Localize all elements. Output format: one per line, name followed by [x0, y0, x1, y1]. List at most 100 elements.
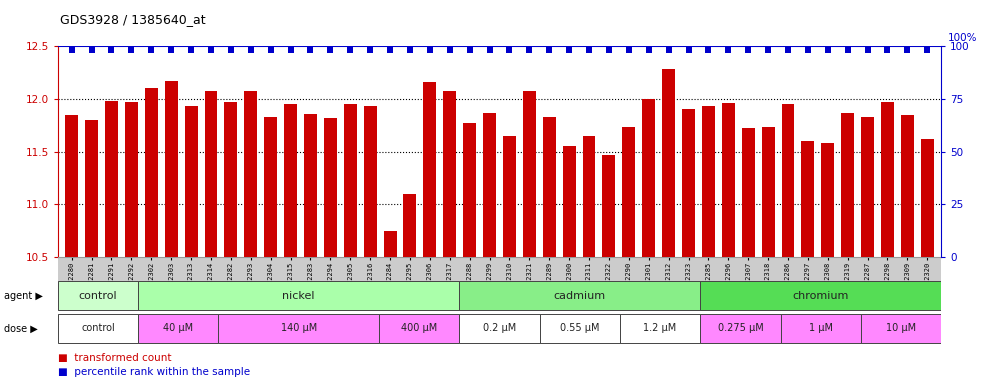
Point: [422, 47, 438, 53]
Bar: [742, 128, 755, 257]
Point: [243, 47, 259, 53]
Text: 400 μM: 400 μM: [401, 323, 437, 333]
Point: [760, 47, 776, 53]
Point: [223, 47, 239, 53]
Bar: [284, 104, 297, 257]
Point: [919, 47, 935, 53]
Point: [581, 47, 597, 53]
Bar: [324, 118, 337, 257]
Bar: [782, 104, 795, 257]
Point: [343, 47, 359, 53]
Bar: [540, 314, 620, 343]
Bar: [583, 136, 596, 257]
Point: [64, 47, 80, 53]
Text: cadmium: cadmium: [554, 291, 606, 301]
Point: [800, 47, 816, 53]
Text: 0.55 μM: 0.55 μM: [560, 323, 600, 333]
Point: [860, 47, 875, 53]
Point: [143, 47, 159, 53]
Point: [363, 47, 378, 53]
Bar: [138, 314, 218, 343]
Text: control: control: [81, 323, 115, 333]
Bar: [483, 113, 496, 257]
Point: [740, 47, 756, 53]
Point: [163, 47, 179, 53]
Bar: [503, 136, 516, 257]
Bar: [700, 314, 781, 343]
Point: [442, 47, 458, 53]
Point: [323, 47, 339, 53]
Point: [720, 47, 736, 53]
Text: 1.2 μM: 1.2 μM: [643, 323, 676, 333]
Bar: [85, 120, 98, 257]
Point: [621, 47, 636, 53]
Bar: [722, 103, 735, 257]
Point: [124, 47, 139, 53]
Point: [820, 47, 836, 53]
Bar: [862, 117, 874, 257]
Bar: [138, 281, 459, 310]
Bar: [682, 109, 695, 257]
Bar: [58, 314, 138, 343]
Bar: [423, 82, 436, 257]
Point: [501, 47, 517, 53]
Point: [680, 47, 696, 53]
Bar: [463, 123, 476, 257]
Bar: [364, 106, 376, 257]
Text: ■  transformed count: ■ transformed count: [58, 353, 171, 363]
Point: [263, 47, 279, 53]
Text: chromium: chromium: [793, 291, 849, 301]
Bar: [620, 314, 700, 343]
Bar: [622, 127, 635, 257]
Bar: [184, 106, 197, 257]
Text: 100%: 100%: [948, 33, 978, 43]
Bar: [642, 99, 655, 257]
Point: [561, 47, 577, 53]
Point: [541, 47, 557, 53]
Bar: [459, 314, 540, 343]
Bar: [383, 231, 396, 257]
Point: [780, 47, 796, 53]
Bar: [881, 102, 894, 257]
Text: dose ▶: dose ▶: [4, 323, 38, 333]
Point: [840, 47, 856, 53]
Bar: [264, 117, 277, 257]
Bar: [802, 141, 815, 257]
Bar: [762, 127, 775, 257]
Bar: [204, 91, 217, 257]
Point: [879, 47, 895, 53]
Bar: [563, 146, 576, 257]
Text: agent ▶: agent ▶: [4, 291, 43, 301]
Point: [462, 47, 478, 53]
Bar: [344, 104, 357, 257]
Bar: [901, 115, 914, 257]
Point: [84, 47, 100, 53]
Text: 10 μM: 10 μM: [886, 323, 916, 333]
Text: 0.2 μM: 0.2 μM: [483, 323, 516, 333]
Point: [104, 47, 120, 53]
Point: [899, 47, 915, 53]
Point: [283, 47, 299, 53]
Bar: [921, 139, 934, 257]
Text: 140 μM: 140 μM: [281, 323, 317, 333]
Bar: [164, 81, 177, 257]
Bar: [781, 314, 861, 343]
Bar: [822, 143, 835, 257]
Point: [521, 47, 537, 53]
Text: nickel: nickel: [283, 291, 315, 301]
Bar: [379, 314, 459, 343]
Point: [482, 47, 498, 53]
Bar: [523, 91, 536, 257]
Bar: [603, 155, 616, 257]
Point: [660, 47, 676, 53]
Bar: [543, 117, 556, 257]
Bar: [403, 194, 416, 257]
Bar: [58, 281, 138, 310]
Text: control: control: [79, 291, 118, 301]
Bar: [124, 102, 137, 257]
Bar: [218, 314, 379, 343]
Bar: [700, 281, 941, 310]
Text: 40 μM: 40 μM: [163, 323, 193, 333]
Bar: [702, 106, 715, 257]
Bar: [861, 314, 941, 343]
